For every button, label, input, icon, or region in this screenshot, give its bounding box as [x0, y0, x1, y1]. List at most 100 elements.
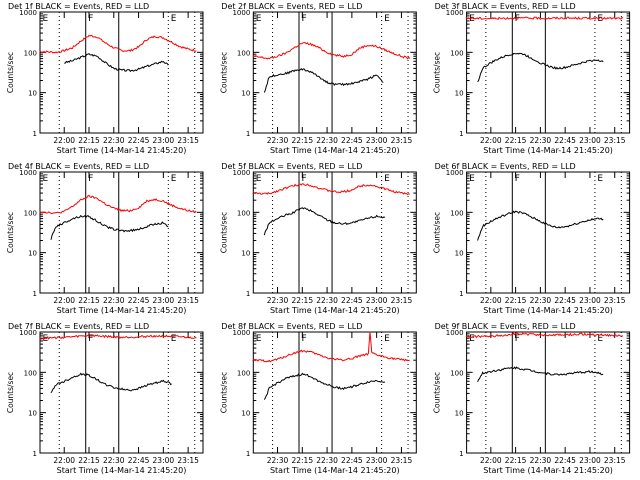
- y-axis-label: Counts/sec: [433, 212, 442, 253]
- marker-letter: E: [384, 334, 390, 344]
- y-axis-label: Counts/sec: [6, 372, 15, 413]
- y-tick-label: 10: [28, 250, 37, 258]
- y-tick-label: 1: [33, 450, 37, 458]
- events-series-line: [263, 372, 386, 400]
- x-tick-label: 22:00: [480, 296, 502, 305]
- chart-title: Det 1f BLACK = Events, RED = LLD: [8, 2, 149, 11]
- marker-letter: F: [88, 14, 93, 24]
- x-axis-label: Start Time (14-Mar-14 21:45:20): [57, 306, 187, 315]
- y-tick-label: 1000: [446, 329, 464, 337]
- lld-series-line: [39, 194, 197, 215]
- marker-letter: E: [384, 174, 390, 184]
- y-tick-label: 10: [455, 90, 464, 98]
- plot-frame: [252, 11, 417, 134]
- y-tick-label: 10: [241, 250, 250, 258]
- x-tick-label: 22:15: [78, 456, 100, 465]
- lld-series-line: [252, 331, 410, 363]
- x-tick-label: 22:15: [291, 296, 313, 305]
- events-series-line: [263, 67, 384, 93]
- y-tick-label: 1: [246, 290, 250, 298]
- x-tick-label: 22:00: [480, 136, 502, 145]
- marker-letter: E: [469, 334, 475, 344]
- marker-letter: E: [171, 334, 177, 344]
- y-axis-label: Counts/sec: [433, 372, 442, 413]
- y-tick-label: 1: [459, 130, 463, 138]
- events-series-line: [50, 214, 169, 240]
- y-tick-label: 100: [450, 209, 463, 217]
- chart-title: Det 5f BLACK = Events, RED = LLD: [221, 162, 362, 171]
- x-tick-label: 22:45: [554, 296, 576, 305]
- y-tick-label: 1000: [19, 329, 37, 337]
- y-tick-label: 100: [24, 209, 37, 217]
- y-axis-label: Counts/sec: [433, 52, 442, 93]
- y-tick-label: 100: [237, 209, 250, 217]
- marker-letter: E: [597, 14, 603, 24]
- x-tick-label: 23:15: [177, 136, 199, 145]
- x-tick-label: 23:15: [177, 296, 199, 305]
- x-tick-label: 22:30: [316, 296, 338, 305]
- x-tick-label: 22:15: [78, 136, 100, 145]
- x-tick-label: 22:45: [341, 296, 363, 305]
- x-tick-label: 23:00: [366, 136, 388, 145]
- x-axis-label: Start Time (14-Mar-14 21:45:20): [483, 466, 613, 475]
- y-tick-label: 100: [237, 49, 250, 57]
- lld-series-line: [252, 183, 410, 196]
- events-series-line: [263, 207, 386, 236]
- x-axis-label: Start Time (14-Mar-14 21:45:20): [270, 306, 400, 315]
- chart-title: Det 3f BLACK = Events, RED = LLD: [435, 2, 576, 11]
- marker-letter: F: [88, 334, 93, 344]
- y-tick-label: 1: [246, 450, 250, 458]
- x-tick-label: 22:45: [128, 296, 150, 305]
- chart-panel-5: Det 5f BLACK = Events, RED = LLD 1 10 100 10…: [219, 162, 417, 315]
- x-tick-label: 23:15: [391, 456, 413, 465]
- x-tick-label: 23:00: [153, 136, 175, 145]
- marker-letter: F: [301, 14, 306, 24]
- x-tick-label: 23:00: [366, 456, 388, 465]
- y-tick-label: 100: [24, 369, 37, 377]
- x-tick-label: 22:30: [316, 136, 338, 145]
- y-axis-label: Counts/sec: [219, 212, 228, 253]
- y-tick-label: 1000: [232, 9, 250, 17]
- x-tick-label: 22:15: [291, 456, 313, 465]
- marker-letter: E: [469, 14, 475, 24]
- plot-frame: [466, 331, 631, 454]
- x-tick-label: 22:15: [78, 296, 100, 305]
- chart-panel-7: Det 7f BLACK = Events, RED = LLD 1 10 100 10…: [6, 322, 204, 475]
- y-tick-label: 1000: [19, 169, 37, 177]
- chart-title: Det 7f BLACK = Events, RED = LLD: [8, 322, 149, 331]
- plot-frame: [39, 11, 204, 134]
- x-tick-label: 22:45: [341, 136, 363, 145]
- y-tick-label: 100: [24, 49, 37, 57]
- events-series-line: [477, 52, 604, 83]
- marker-letter: E: [256, 174, 262, 184]
- x-tick-label: 23:00: [153, 296, 175, 305]
- plot-frame: [252, 171, 417, 294]
- marker-letter: F: [301, 174, 306, 184]
- x-tick-label: 22:00: [480, 456, 502, 465]
- x-tick-label: 22:15: [505, 136, 527, 145]
- y-tick-label: 1000: [446, 169, 464, 177]
- marker-letter: E: [469, 174, 475, 184]
- y-tick-label: 1000: [19, 9, 37, 17]
- lld-series-line: [465, 16, 624, 21]
- events-series-line: [477, 210, 604, 241]
- y-axis-label: Counts/sec: [6, 212, 15, 253]
- x-tick-label: 23:00: [153, 456, 175, 465]
- x-axis-label: Start Time (14-Mar-14 21:45:20): [57, 146, 187, 155]
- chart-panel-8: Det 8f BLACK = Events, RED = LLD 1 10 100 10…: [219, 322, 417, 475]
- x-tick-label: 23:15: [391, 136, 413, 145]
- lld-series-line: [38, 334, 197, 340]
- y-tick-label: 10: [28, 410, 37, 418]
- events-series-line: [50, 372, 172, 394]
- marker-letter: E: [171, 14, 177, 24]
- marker-letter: E: [256, 334, 262, 344]
- y-tick-label: 1: [33, 130, 37, 138]
- y-tick-label: 1: [246, 130, 250, 138]
- y-tick-label: 10: [241, 90, 250, 98]
- x-tick-label: 22:30: [530, 136, 552, 145]
- chart-title: Det 4f BLACK = Events, RED = LLD: [8, 162, 149, 171]
- chart-panel-9: Det 9f BLACK = Events, RED = LLD 1 10 100 10…: [433, 322, 631, 475]
- x-axis-label: Start Time (14-Mar-14 21:45:20): [270, 466, 400, 475]
- marker-letter: E: [171, 174, 177, 184]
- x-tick-label: 22:45: [128, 456, 150, 465]
